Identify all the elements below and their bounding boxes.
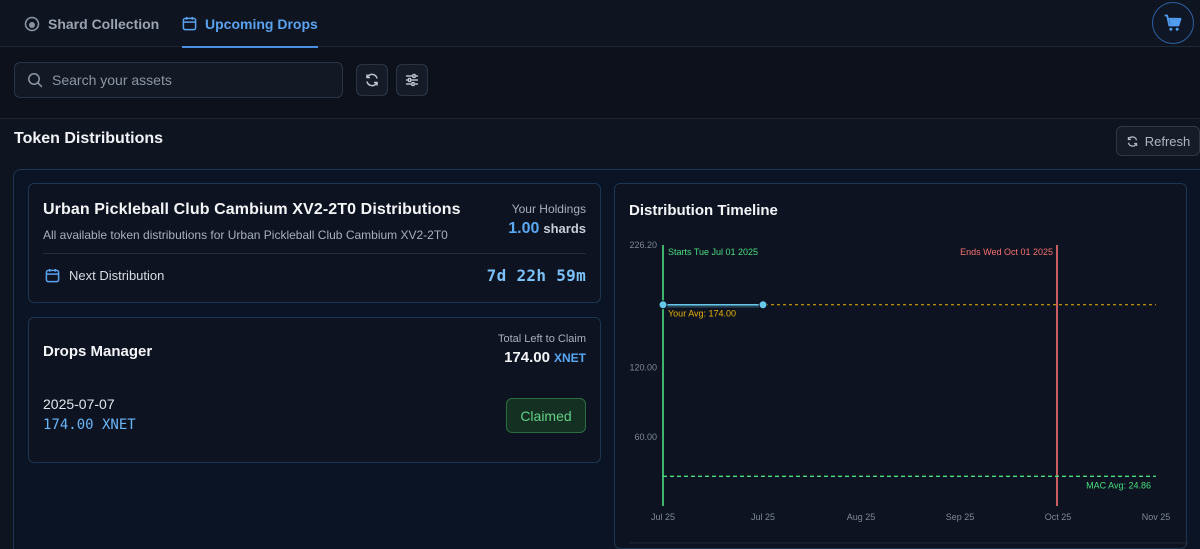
distribution-timeline-chart: 226.20 120.00 60.00 Jul 25 Jul 25 Aug 25 Sep 2… <box>629 240 1188 544</box>
reload-button[interactable] <box>356 64 388 96</box>
collection-card: Urban Pickleball Club Cambium XV2-2T0 Di… <box>28 183 601 303</box>
search-icon <box>28 73 43 88</box>
shard-icon <box>24 16 40 31</box>
top-nav: Shard Collection Upcoming Drops <box>0 0 1200 48</box>
cart-button[interactable] <box>1152 2 1194 44</box>
countdown: 7d 22h 59m <box>486 266 586 285</box>
refresh-button[interactable]: Refresh <box>1116 126 1200 156</box>
filter-icon <box>406 73 418 87</box>
drop-date: 2025-07-07 <box>43 396 115 412</box>
tab-label: Upcoming Drops <box>205 15 318 32</box>
holdings-amount: 1.00 <box>508 220 540 237</box>
refresh-label: Refresh <box>1144 133 1191 149</box>
tab-label: Shard Collection <box>48 15 160 32</box>
timeline-card: Distribution Timeline 226.20 120.00 60.00 J… <box>614 183 1188 549</box>
filter-button[interactable] <box>396 64 428 96</box>
x-tick-label: Nov 25 <box>1142 512 1171 522</box>
x-tick-label: Oct 25 <box>1045 512 1072 522</box>
x-tick-label: Sep 25 <box>946 512 975 522</box>
drops-manager-card: Drops Manager Total Left to Claim 174.00… <box>28 317 601 463</box>
drop-amount: 174.00 XNET <box>43 417 136 433</box>
y-tick-label: 120.00 <box>629 363 657 373</box>
drops-title: Drops Manager <box>43 343 153 360</box>
search-input[interactable] <box>52 72 332 88</box>
holdings-unit: shards <box>543 221 586 236</box>
search-box[interactable] <box>14 62 343 98</box>
collection-title: Urban Pickleball Club Cambium XV2-2T0 Di… <box>43 201 461 218</box>
cart-icon <box>1164 14 1182 31</box>
timeline-title: Distribution Timeline <box>629 202 778 219</box>
series-point <box>758 300 768 310</box>
series-point <box>658 300 668 310</box>
your-avg-label: Your Avg: 174.00 <box>668 309 736 319</box>
claimed-button[interactable]: Claimed <box>506 398 586 433</box>
divider <box>43 253 586 254</box>
total-left-label: Total Left to Claim <box>497 333 586 345</box>
calendar-icon <box>45 268 60 283</box>
collection-subtitle: All available token distributions for Ur… <box>43 228 448 242</box>
x-tick-label: Jul 25 <box>751 512 775 522</box>
total-left-token: XNET <box>553 351 586 365</box>
start-marker-label: Starts Tue Jul 01 2025 <box>668 247 758 257</box>
next-distribution: Next Distribution <box>45 268 164 283</box>
y-tick-label: 60.00 <box>634 432 657 442</box>
total-left-amount: 174.00 <box>504 349 550 366</box>
end-marker-label: Ends Wed Oct 01 2025 <box>960 247 1053 257</box>
holdings-value: 1.00 shards <box>508 220 586 238</box>
refresh-icon <box>1127 135 1137 147</box>
y-tick-label: 226.20 <box>629 240 657 250</box>
section-title: Token Distributions <box>14 130 164 147</box>
reload-icon <box>366 73 378 87</box>
mac-avg-label: MAC Avg: 24.86 <box>1086 480 1151 490</box>
next-distribution-label: Next Distribution <box>69 268 165 283</box>
total-left-value: 174.00 XNET <box>504 349 586 366</box>
tab-shard-collection[interactable]: Shard Collection <box>24 0 159 47</box>
holdings-label: Your Holdings <box>511 202 586 216</box>
x-tick-label: Jul 25 <box>651 512 675 522</box>
tab-upcoming-drops[interactable]: Upcoming Drops <box>182 0 318 48</box>
series-area <box>663 304 763 308</box>
calendar-icon <box>182 16 197 31</box>
x-tick-label: Aug 25 <box>847 512 876 522</box>
